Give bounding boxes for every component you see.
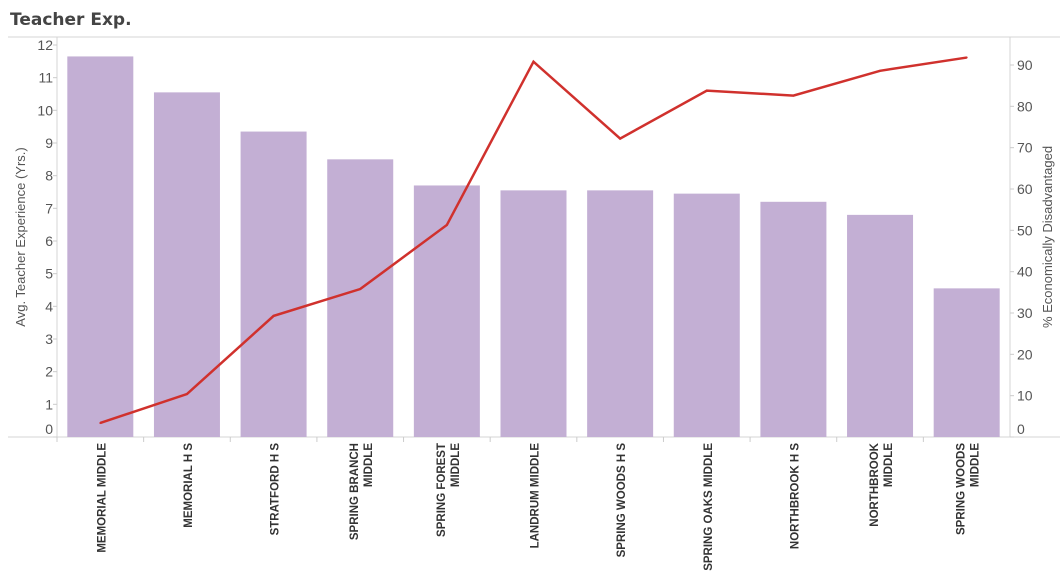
- left-tick-label: 12: [37, 37, 53, 53]
- bar: [933, 288, 1000, 437]
- left-tick-label: 5: [45, 266, 53, 282]
- line-point: [272, 314, 275, 317]
- x-tick-label: SPRING OAKS MIDDLE: [703, 443, 715, 571]
- bar: [673, 193, 740, 437]
- left-tick-label: 8: [45, 168, 53, 184]
- line-point: [792, 94, 795, 97]
- x-tick-label: MIDDLE: [450, 443, 462, 487]
- x-tick-label: LANDRUM MIDDLE: [530, 443, 542, 549]
- x-tick-label: SPRING WOODS: [956, 443, 968, 535]
- x-tick-label: NORTHBROOK H S: [789, 443, 801, 549]
- line-point: [99, 421, 102, 424]
- left-tick-label: 10: [37, 102, 53, 118]
- left-tick-label: 7: [45, 200, 53, 216]
- bar: [760, 201, 827, 437]
- right-tick-label: 0: [1017, 421, 1025, 437]
- right-tick-label: 70: [1017, 140, 1033, 156]
- line-point: [185, 393, 188, 396]
- y2-axis-title: % Economically Disadvantaged: [1040, 146, 1055, 328]
- x-tick-label: STRATFORD H S: [270, 443, 282, 536]
- left-tick-label: 6: [45, 233, 53, 249]
- x-tick-label: SPRING WOODS H S: [616, 443, 628, 558]
- right-tick-label: 20: [1017, 346, 1033, 362]
- x-tick-label: SPRING FOREST: [436, 443, 448, 537]
- x-tick-label: MEMORIAL MIDDLE: [96, 443, 108, 553]
- bar: [67, 56, 134, 437]
- bar: [847, 214, 914, 437]
- right-tick-label: 40: [1017, 264, 1033, 280]
- bar: [500, 190, 567, 437]
- x-tick-label: MIDDLE: [970, 443, 982, 487]
- line-point: [879, 69, 882, 72]
- right-tick-label: 30: [1017, 305, 1033, 321]
- left-tick-label: 9: [45, 135, 53, 151]
- left-tick-label: 0: [45, 421, 53, 437]
- line-point: [359, 288, 362, 291]
- bar: [240, 131, 307, 438]
- x-tick-label: MIDDLE: [363, 443, 375, 487]
- chart-title: Teacher Exp.: [10, 10, 132, 30]
- right-tick-label: 50: [1017, 222, 1033, 238]
- left-tick-label: 4: [45, 298, 53, 314]
- y-axis-title: Avg. Teacher Experience (Yrs.): [13, 147, 28, 326]
- x-tick-label: SPRING BRANCH: [349, 443, 361, 540]
- bar: [587, 190, 654, 437]
- x-tick-label: MIDDLE: [883, 443, 895, 487]
- left-tick-label: 11: [38, 70, 53, 86]
- line-point: [705, 89, 708, 92]
- left-tick-label: 2: [45, 364, 53, 380]
- right-tick-label: 80: [1017, 98, 1033, 114]
- right-tick-label: 60: [1017, 181, 1033, 197]
- bar: [413, 185, 480, 437]
- line-point: [532, 60, 535, 63]
- x-tick-label: NORTHBROOK: [869, 442, 881, 526]
- bar: [153, 92, 220, 437]
- right-tick-label: 90: [1017, 57, 1033, 73]
- bar: [327, 159, 394, 438]
- line-point: [965, 56, 968, 59]
- left-tick-label: 3: [45, 331, 53, 347]
- line-point: [445, 223, 448, 226]
- x-tick-label: MEMORIAL H S: [183, 443, 195, 528]
- left-tick-label: 1: [45, 396, 53, 412]
- right-tick-label: 10: [1017, 388, 1033, 404]
- line-point: [619, 137, 622, 140]
